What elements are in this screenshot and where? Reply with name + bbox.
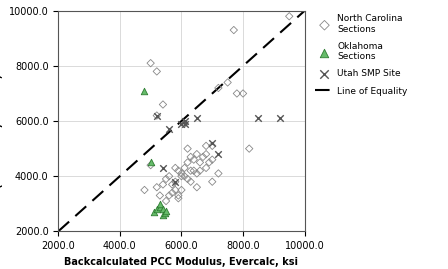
North Carolina
Sections [156, 193, 164, 198]
Oklahoma
Sections [159, 213, 167, 217]
Y-axis label: Calculated PCC Modulus, Best Fit
(Unbonded) Method, ksi: Calculated PCC Modulus, Best Fit (Unbond… [0, 30, 3, 213]
North Carolina
Sections [209, 144, 216, 148]
North Carolina
Sections [175, 193, 182, 198]
X-axis label: Backcalculated PCC Modulus, Evercalc, ksi: Backcalculated PCC Modulus, Evercalc, ks… [65, 257, 298, 267]
North Carolina
Sections [175, 168, 182, 173]
North Carolina
Sections [233, 91, 241, 95]
North Carolina
Sections [239, 91, 246, 95]
North Carolina
Sections [166, 193, 173, 198]
Utah SMP Site [181, 122, 188, 126]
Utah SMP Site [159, 166, 167, 170]
North Carolina
Sections [187, 180, 194, 184]
Utah SMP Site [215, 152, 222, 156]
North Carolina
Sections [193, 152, 200, 156]
North Carolina
Sections [153, 185, 160, 189]
Oklahoma
Sections [161, 211, 168, 215]
North Carolina
Sections [190, 157, 198, 162]
North Carolina
Sections [193, 185, 200, 189]
Utah SMP Site [178, 122, 185, 126]
North Carolina
Sections [187, 168, 194, 173]
North Carolina
Sections [159, 102, 167, 107]
North Carolina
Sections [168, 182, 176, 187]
North Carolina
Sections [172, 166, 179, 170]
Utah SMP Site [255, 116, 262, 121]
North Carolina
Sections [178, 174, 185, 178]
North Carolina
Sections [196, 168, 203, 173]
Oklahoma
Sections [153, 207, 160, 211]
North Carolina
Sections [230, 28, 237, 32]
Legend: North Carolina
Sections, Oklahoma
Sections, Utah SMP Site, Line of Equality: North Carolina Sections, Oklahoma Sectio… [314, 13, 409, 97]
North Carolina
Sections [286, 14, 293, 18]
North Carolina
Sections [166, 174, 173, 178]
Utah SMP Site [209, 141, 216, 145]
North Carolina
Sections [246, 146, 253, 151]
North Carolina
Sections [184, 146, 191, 151]
North Carolina
Sections [181, 122, 188, 126]
Utah SMP Site [166, 127, 173, 132]
North Carolina
Sections [184, 160, 191, 165]
Oklahoma
Sections [156, 202, 164, 206]
North Carolina
Sections [159, 182, 167, 187]
Oklahoma
Sections [141, 89, 148, 93]
North Carolina
Sections [215, 171, 222, 176]
North Carolina
Sections [147, 61, 154, 65]
Utah SMP Site [172, 180, 179, 184]
Utah SMP Site [153, 113, 160, 118]
North Carolina
Sections [163, 177, 170, 181]
North Carolina
Sections [196, 160, 203, 165]
Oklahoma
Sections [156, 204, 164, 209]
North Carolina
Sections [181, 166, 188, 170]
Utah SMP Site [181, 119, 188, 123]
North Carolina
Sections [190, 168, 198, 173]
North Carolina
Sections [153, 113, 160, 118]
North Carolina
Sections [202, 152, 210, 156]
North Carolina
Sections [193, 171, 200, 176]
Utah SMP Site [193, 116, 200, 121]
Oklahoma
Sections [147, 160, 154, 165]
Utah SMP Site [276, 116, 284, 121]
North Carolina
Sections [184, 177, 191, 181]
North Carolina
Sections [172, 188, 179, 192]
North Carolina
Sections [181, 174, 188, 178]
North Carolina
Sections [199, 155, 207, 159]
North Carolina
Sections [187, 155, 194, 159]
Oklahoma
Sections [163, 208, 170, 213]
North Carolina
Sections [224, 80, 231, 84]
North Carolina
Sections [172, 180, 179, 184]
North Carolina
Sections [168, 190, 176, 195]
North Carolina
Sections [209, 157, 216, 162]
Oklahoma
Sections [150, 210, 157, 214]
North Carolina
Sections [175, 196, 182, 200]
North Carolina
Sections [206, 160, 213, 165]
North Carolina
Sections [147, 163, 154, 167]
North Carolina
Sections [163, 199, 170, 203]
North Carolina
Sections [215, 86, 222, 90]
Oklahoma
Sections [159, 207, 167, 211]
North Carolina
Sections [153, 69, 160, 73]
North Carolina
Sections [202, 166, 210, 170]
North Carolina
Sections [141, 188, 148, 192]
North Carolina
Sections [178, 188, 185, 192]
North Carolina
Sections [202, 144, 210, 148]
North Carolina
Sections [209, 180, 216, 184]
North Carolina
Sections [178, 171, 185, 176]
